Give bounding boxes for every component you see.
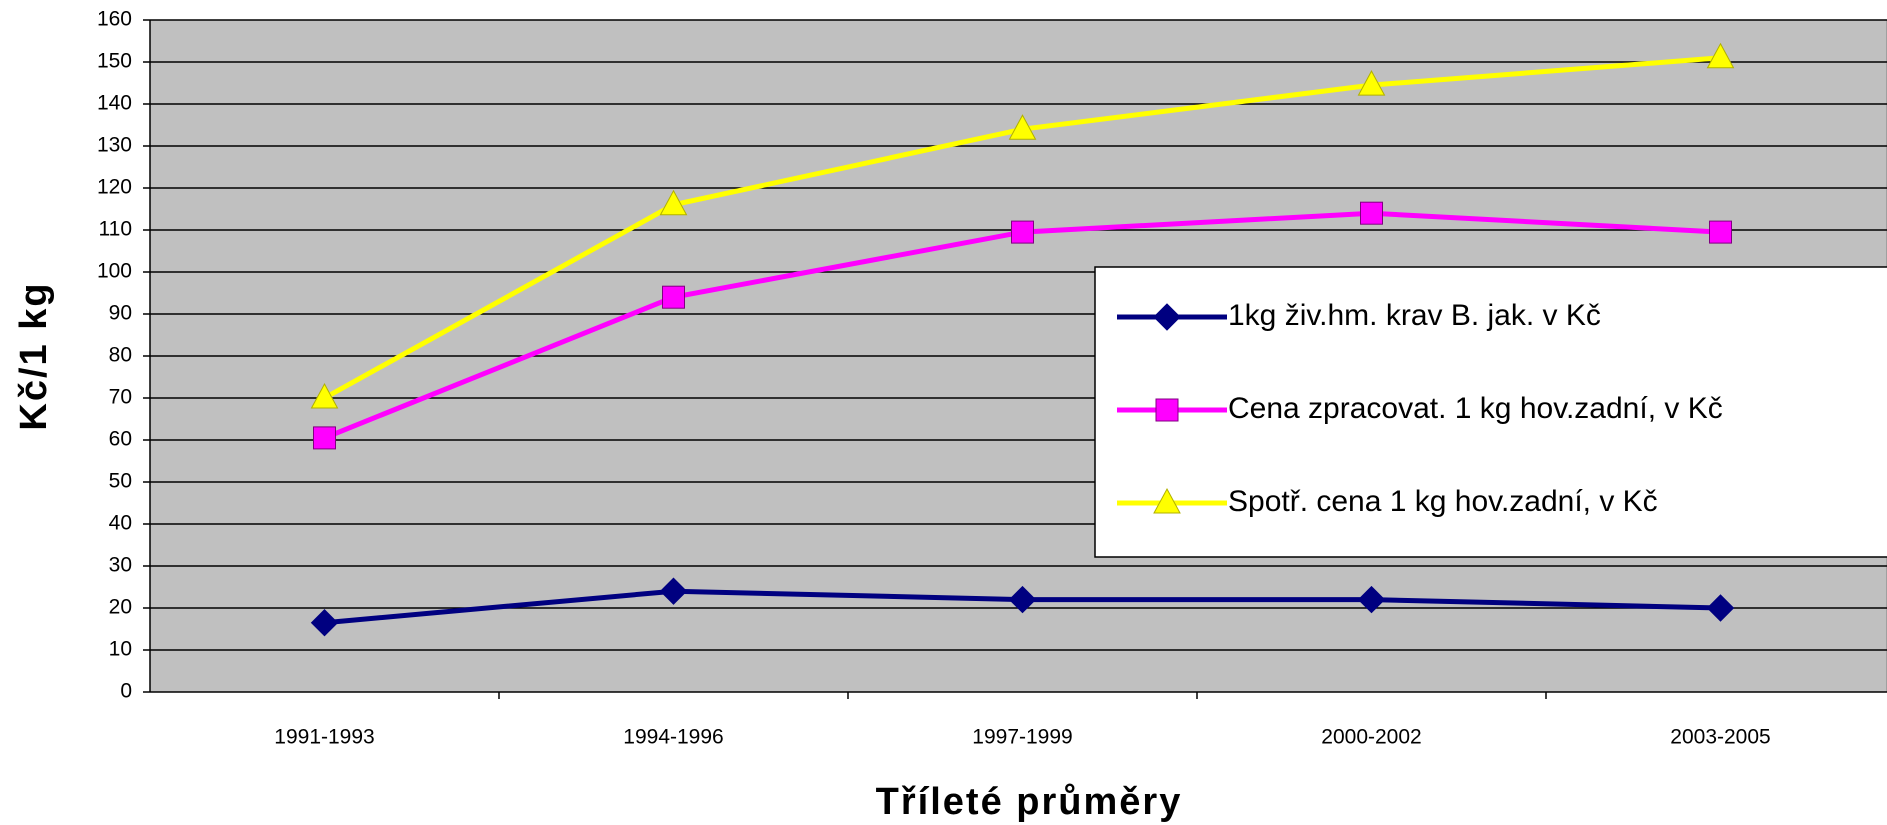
x-tick-label: 2003-2005 [1670,726,1770,749]
y-tick-label: 120 [97,176,132,199]
x-axis-title: Tříleté průměry [876,781,1183,823]
y-tick-label: 130 [97,134,132,157]
y-tick-label: 140 [97,92,132,115]
x-tick-label: 1994-1996 [623,726,723,749]
data-point [1357,585,1386,614]
x-tick-label: 1991-1993 [274,726,374,749]
data-point [662,285,685,309]
y-tick-label: 40 [109,512,132,535]
data-point [1706,42,1735,69]
data-point [1706,594,1735,622]
legend-label: Cena zpracovat. 1 kg hov.zadní, v Kč [1228,392,1723,425]
y-tick-label: 10 [109,638,132,661]
legend: 1kg živ.hm. krav B. jak. v Kč Cena zpraco… [1094,266,1887,558]
y-tick-label: 150 [97,50,132,73]
y-tick-label: 50 [109,470,132,493]
y-tick-label: 90 [109,302,132,325]
y-tick-label: 80 [109,344,132,367]
data-point [659,577,688,605]
legend-marker [1155,398,1179,422]
y-tick-label: 0 [120,680,132,703]
legend-label: 1kg živ.hm. krav B. jak. v Kč [1228,299,1601,332]
data-point [1360,201,1383,225]
x-tick-label: 1997-1999 [972,726,1072,749]
y-tick-label: 70 [109,386,132,409]
y-tick-label: 60 [109,428,132,451]
data-point [1357,70,1386,96]
y-tick-label: 20 [109,596,132,619]
y-tick-label: 160 [97,8,132,31]
y-axis-title: Kč/1 kg [13,281,55,430]
data-point [1008,114,1037,140]
legend-label: Spotř. cena 1 kg hov.zadní, v Kč [1228,485,1658,518]
y-tick-label: 30 [109,554,132,577]
data-point [310,608,339,637]
legend-marker [1153,303,1181,331]
data-point [1008,585,1037,614]
x-tick-label: 2000-2002 [1321,726,1421,749]
data-point [313,426,336,450]
legend-marker [1153,487,1181,514]
data-point [1011,220,1034,244]
y-tick-label: 100 [97,260,132,283]
data-point [659,189,688,216]
y-tick-label: 110 [99,218,132,241]
data-point [310,382,339,409]
data-point [1709,220,1732,244]
